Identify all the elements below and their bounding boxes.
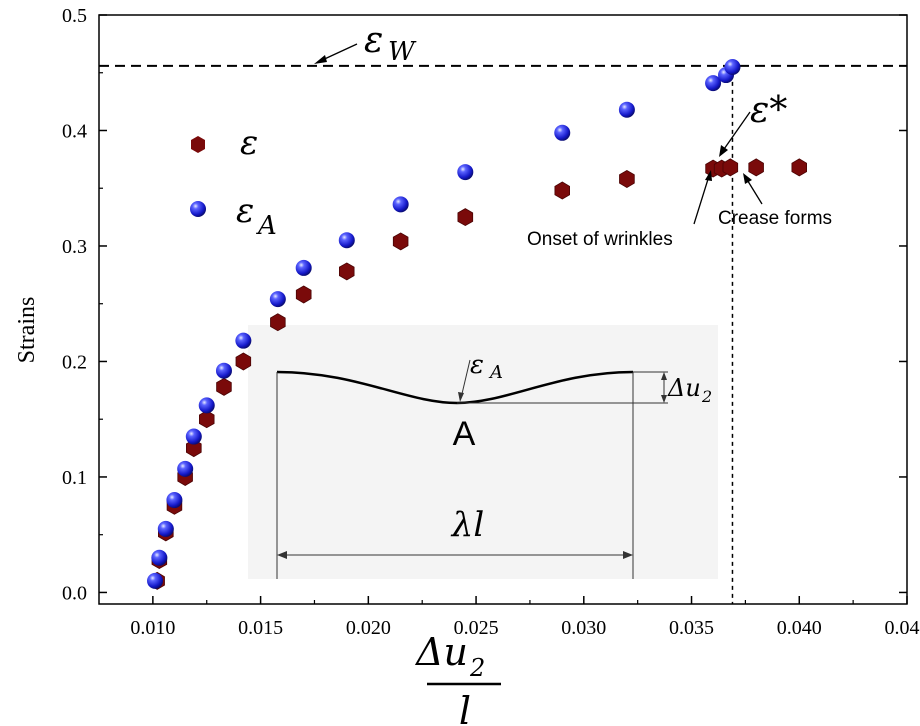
inset-background <box>248 325 718 579</box>
x-tick-label: 0.030 <box>561 617 606 639</box>
epsilon-star-arrowhead <box>719 145 728 157</box>
epsilon-a-point <box>295 259 312 276</box>
inset-point-label: A <box>453 415 476 453</box>
epsilon-point <box>748 158 764 177</box>
epsilon-point <box>198 410 215 429</box>
inset-wavelength-arrow-right <box>623 551 633 559</box>
epsilon-a-point <box>198 397 215 414</box>
epsilon-w-sub: W <box>388 37 417 67</box>
epsilon-point <box>722 158 739 177</box>
crease-arrow <box>745 177 763 205</box>
y-axis-ticks: 0.0 0.1 0.2 0.3 0.4 0.5 <box>62 5 907 604</box>
y-tick-label: 0.4 <box>62 120 87 142</box>
inset-strain-arrowhead <box>458 392 464 402</box>
epsilon-a-point <box>705 75 722 92</box>
x-tick-label: 0.010 <box>130 617 175 639</box>
epsilon-a-point <box>392 196 409 213</box>
epsilon-a-point <box>724 58 741 75</box>
wrinkle-inset: Δu 2 λl A ε A <box>248 325 718 579</box>
x-tick-label: 0.015 <box>238 617 283 639</box>
onset-arrowhead <box>705 170 712 181</box>
epsilon-a-point <box>457 164 474 181</box>
inset-amplitude-arrow-bottom <box>661 395 667 403</box>
crease-arrowhead <box>743 173 752 184</box>
epsilon-point <box>235 352 252 371</box>
y-tick-label: 0.2 <box>62 351 87 373</box>
x-axis-numerator-sub: 2 <box>469 654 485 682</box>
epsilon-a-point <box>157 520 174 537</box>
crease-label: Crease forms <box>718 208 832 229</box>
x-axis-title: Δu 2 l <box>414 630 501 726</box>
inset-strain-arrow <box>460 359 471 399</box>
x-tick-label: 0.025 <box>454 617 499 639</box>
inset-strain-label: ε <box>470 350 484 380</box>
epsilon-star-symbol: ε* <box>750 90 787 131</box>
inset-wavelength-label: λl <box>450 505 484 545</box>
legend: ε ε A <box>190 123 277 241</box>
y-axis-title: Strains <box>14 297 40 364</box>
epsilon-a-point <box>618 101 635 118</box>
series-epsilon <box>149 158 807 590</box>
epsilon-point <box>457 208 474 227</box>
epsilon-a-point <box>269 291 286 308</box>
epsilon-star-label: ε* <box>719 90 787 157</box>
epsilon-point <box>185 439 202 458</box>
inset-wavelength-arrow-left <box>277 551 287 559</box>
epsilon-point <box>216 377 232 396</box>
legend-marker-epsilon-a <box>190 201 206 217</box>
epsilon-a-point <box>166 492 183 509</box>
epsilon-star-arrow <box>721 111 751 153</box>
onset-label: Onset of wrinkles <box>527 229 673 250</box>
epsilon-point <box>791 158 807 177</box>
epsilon-a-point <box>338 232 355 249</box>
y-tick-label: 0.3 <box>62 236 87 258</box>
legend-label-epsilon: ε <box>240 123 258 163</box>
y-tick-label: 0.0 <box>62 582 87 604</box>
x-tick-label: 0.035 <box>669 617 714 639</box>
epsilon-a-point <box>215 362 232 379</box>
y-tick-label: 0.1 <box>62 467 87 489</box>
plot-frame <box>98 14 908 605</box>
inset-amplitude-sub: 2 <box>701 387 712 406</box>
epsilon-a-point <box>177 460 194 477</box>
epsilon-a-point <box>151 549 168 566</box>
epsilon-a-point <box>185 428 202 445</box>
epsilon-w-symbol: ε <box>364 20 383 61</box>
inset-strain-sub: A <box>488 362 503 383</box>
epsilon-point <box>295 285 312 304</box>
legend-label-epsilon-a-sub: A <box>256 211 277 241</box>
y-tick-label: 0.5 <box>62 5 87 27</box>
inset-amplitude-arrow-top <box>661 372 667 380</box>
x-axis-denominator: l <box>459 689 471 726</box>
series-epsilon-a <box>147 58 741 589</box>
epsilon-w-label: ε W <box>314 20 417 67</box>
crease-annotation: Crease forms <box>718 173 832 229</box>
inset-amplitude-label: Δu <box>667 374 701 402</box>
x-axis-numerator: Δu <box>414 630 468 674</box>
epsilon-a-point <box>554 124 571 141</box>
legend-label-epsilon-a: ε <box>236 191 254 231</box>
x-tick-label: 0.045 <box>885 617 920 639</box>
onset-arrow <box>693 175 710 225</box>
epsilon-a-point <box>147 572 164 589</box>
epsilon-w-arrowhead <box>314 55 327 64</box>
onset-annotation: Onset of wrinkles <box>527 170 712 250</box>
epsilon-point <box>619 170 635 188</box>
x-tick-label: 0.040 <box>777 617 822 639</box>
x-tick-label: 0.020 <box>346 617 391 639</box>
epsilon-point <box>554 181 570 200</box>
legend-marker-epsilon <box>191 136 205 153</box>
epsilon-point <box>338 262 355 281</box>
epsilon-point <box>270 313 286 332</box>
x-axis-ticks: 0.010 0.015 0.020 0.025 0.030 0.035 0.040 0.045 <box>130 596 920 639</box>
epsilon-a-point <box>235 332 252 349</box>
epsilon-point <box>392 232 409 251</box>
